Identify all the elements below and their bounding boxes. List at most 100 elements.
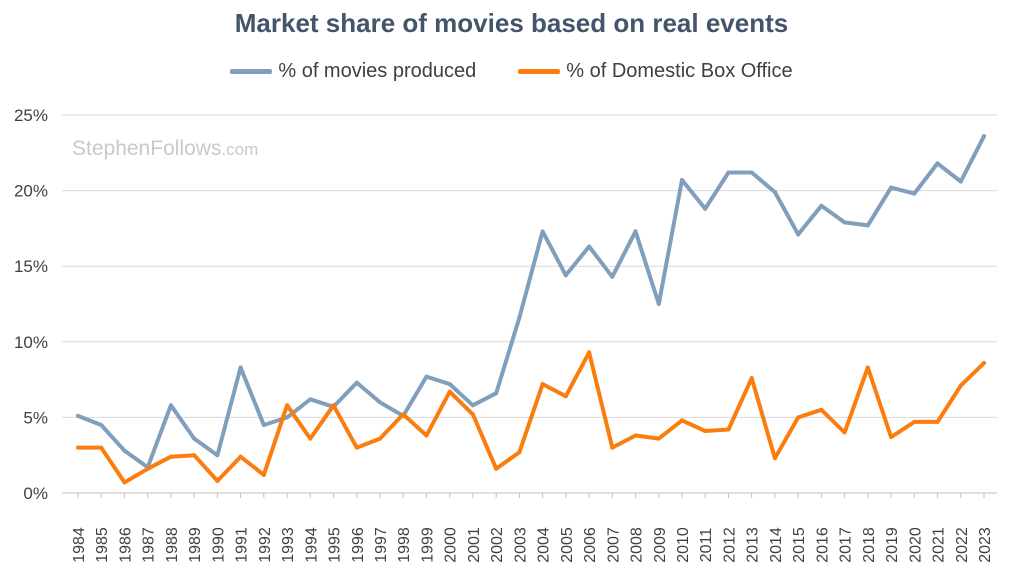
x-tick-label-2004: 2004 (536, 527, 553, 563)
x-tick-label-2023: 2023 (977, 527, 994, 563)
x-tick-label-1997: 1997 (373, 527, 390, 563)
y-tick-label-10: 10% (14, 333, 48, 352)
data-point-0-2003 (517, 315, 522, 320)
data-point-1-2007 (610, 445, 615, 450)
x-tick-label-1994: 1994 (303, 527, 320, 563)
data-point-0-1993 (285, 415, 290, 420)
x-tick-label-2009: 2009 (652, 527, 669, 563)
x-tick-label-2015: 2015 (791, 527, 808, 563)
x-tick-label-2013: 2013 (745, 527, 762, 563)
x-tick-label-2008: 2008 (629, 527, 646, 563)
data-point-0-1994 (308, 397, 313, 402)
data-point-1-2001 (470, 412, 475, 417)
x-tick-label-1988: 1988 (164, 527, 181, 563)
y-tick-label-5: 5% (23, 408, 48, 427)
x-tick-label-2006: 2006 (582, 527, 599, 563)
data-point-0-2020 (912, 191, 917, 196)
data-point-1-1997 (378, 436, 382, 441)
x-tick-label-1989: 1989 (187, 527, 204, 563)
x-tick-label-2002: 2002 (489, 527, 506, 563)
data-point-1-2005 (563, 394, 568, 399)
data-point-1-1992 (261, 472, 266, 477)
x-tick-label-1987: 1987 (141, 527, 158, 563)
y-tick-label-15: 15% (14, 257, 48, 276)
data-point-0-1997 (378, 400, 382, 405)
data-point-1-2010 (680, 418, 684, 423)
data-point-1-2016 (819, 407, 824, 412)
legend-swatch-movies-produced (230, 69, 273, 74)
legend-label-box-office: % of Domestic Box Office (566, 60, 793, 82)
x-tick-label-1998: 1998 (396, 527, 413, 563)
x-tick-label-1995: 1995 (327, 527, 344, 563)
data-point-1-2015 (796, 415, 801, 420)
x-tick-label-2005: 2005 (559, 527, 576, 563)
x-tick-label-1999: 1999 (419, 527, 436, 563)
data-point-0-2018 (865, 223, 870, 228)
x-tick-label-1992: 1992 (257, 527, 274, 563)
data-point-0-2007 (610, 274, 615, 279)
x-tick-label-2019: 2019 (884, 527, 901, 563)
data-point-0-2019 (889, 185, 894, 190)
data-point-0-1999 (424, 374, 429, 379)
watermark-suffix: .com (221, 140, 259, 159)
data-point-0-2017 (842, 220, 847, 225)
x-tick-label-2018: 2018 (861, 527, 878, 563)
x-tick-label-2003: 2003 (512, 527, 529, 563)
data-point-0-2005 (563, 273, 568, 278)
data-point-1-2019 (889, 435, 894, 440)
legend: % of movies produced % of Domestic Box O… (0, 60, 1023, 83)
data-point-1-1985 (99, 445, 104, 450)
data-point-0-1989 (192, 436, 197, 441)
data-point-0-2021 (935, 161, 940, 166)
data-point-1-1994 (308, 436, 313, 441)
data-point-0-2009 (656, 302, 661, 306)
data-point-0-2013 (749, 170, 754, 175)
data-point-1-1998 (401, 412, 406, 417)
series-line-0 (76, 134, 986, 470)
x-tick-label-2016: 2016 (814, 527, 831, 563)
x-tick-label-2021: 2021 (931, 527, 948, 563)
x-tick-label-2001: 2001 (466, 527, 483, 563)
data-point-0-1986 (122, 448, 127, 453)
data-point-0-1985 (99, 422, 104, 427)
legend-item-movies-produced: % of movies produced (230, 60, 476, 83)
x-tick-label-2022: 2022 (954, 527, 971, 563)
data-point-0-2012 (726, 170, 731, 175)
data-point-0-2011 (703, 206, 708, 211)
x-tick-label-1986: 1986 (117, 527, 134, 563)
data-point-0-1984 (76, 413, 80, 418)
data-point-0-2006 (587, 244, 592, 249)
x-tick-label-2007: 2007 (605, 527, 622, 563)
watermark: StephenFollows.com (72, 137, 258, 161)
data-point-1-1987 (145, 466, 150, 471)
data-point-0-1990 (215, 453, 220, 458)
data-point-0-2002 (494, 391, 499, 396)
legend-swatch-box-office (518, 69, 561, 74)
watermark-name: StephenFollows (72, 137, 222, 160)
data-point-1-1991 (238, 454, 243, 459)
data-point-1-1989 (192, 453, 197, 458)
data-point-0-2014 (772, 190, 777, 195)
x-tick-label-1990: 1990 (210, 527, 227, 563)
data-point-1-2003 (517, 450, 522, 455)
x-tick-label-2011: 2011 (698, 528, 715, 563)
data-point-0-2010 (680, 178, 684, 183)
data-point-0-1996 (354, 380, 359, 385)
data-point-1-1993 (285, 403, 290, 408)
data-point-1-2013 (749, 376, 754, 381)
data-point-1-2009 (656, 436, 661, 441)
y-tick-label-20: 20% (14, 182, 48, 201)
data-point-1-2012 (726, 427, 731, 432)
data-point-0-2022 (958, 179, 963, 184)
x-tick-label-1993: 1993 (280, 527, 297, 563)
x-tick-label-2014: 2014 (768, 527, 785, 563)
data-point-0-2004 (540, 229, 545, 234)
y-tick-label-0: 0% (23, 484, 48, 503)
data-point-1-2023 (982, 360, 986, 365)
data-point-1-1995 (331, 403, 336, 408)
data-point-0-1992 (261, 422, 266, 427)
data-point-1-1984 (76, 445, 80, 450)
data-point-1-2011 (703, 429, 708, 434)
series-line-1 (76, 350, 986, 485)
data-point-0-2000 (447, 382, 452, 387)
